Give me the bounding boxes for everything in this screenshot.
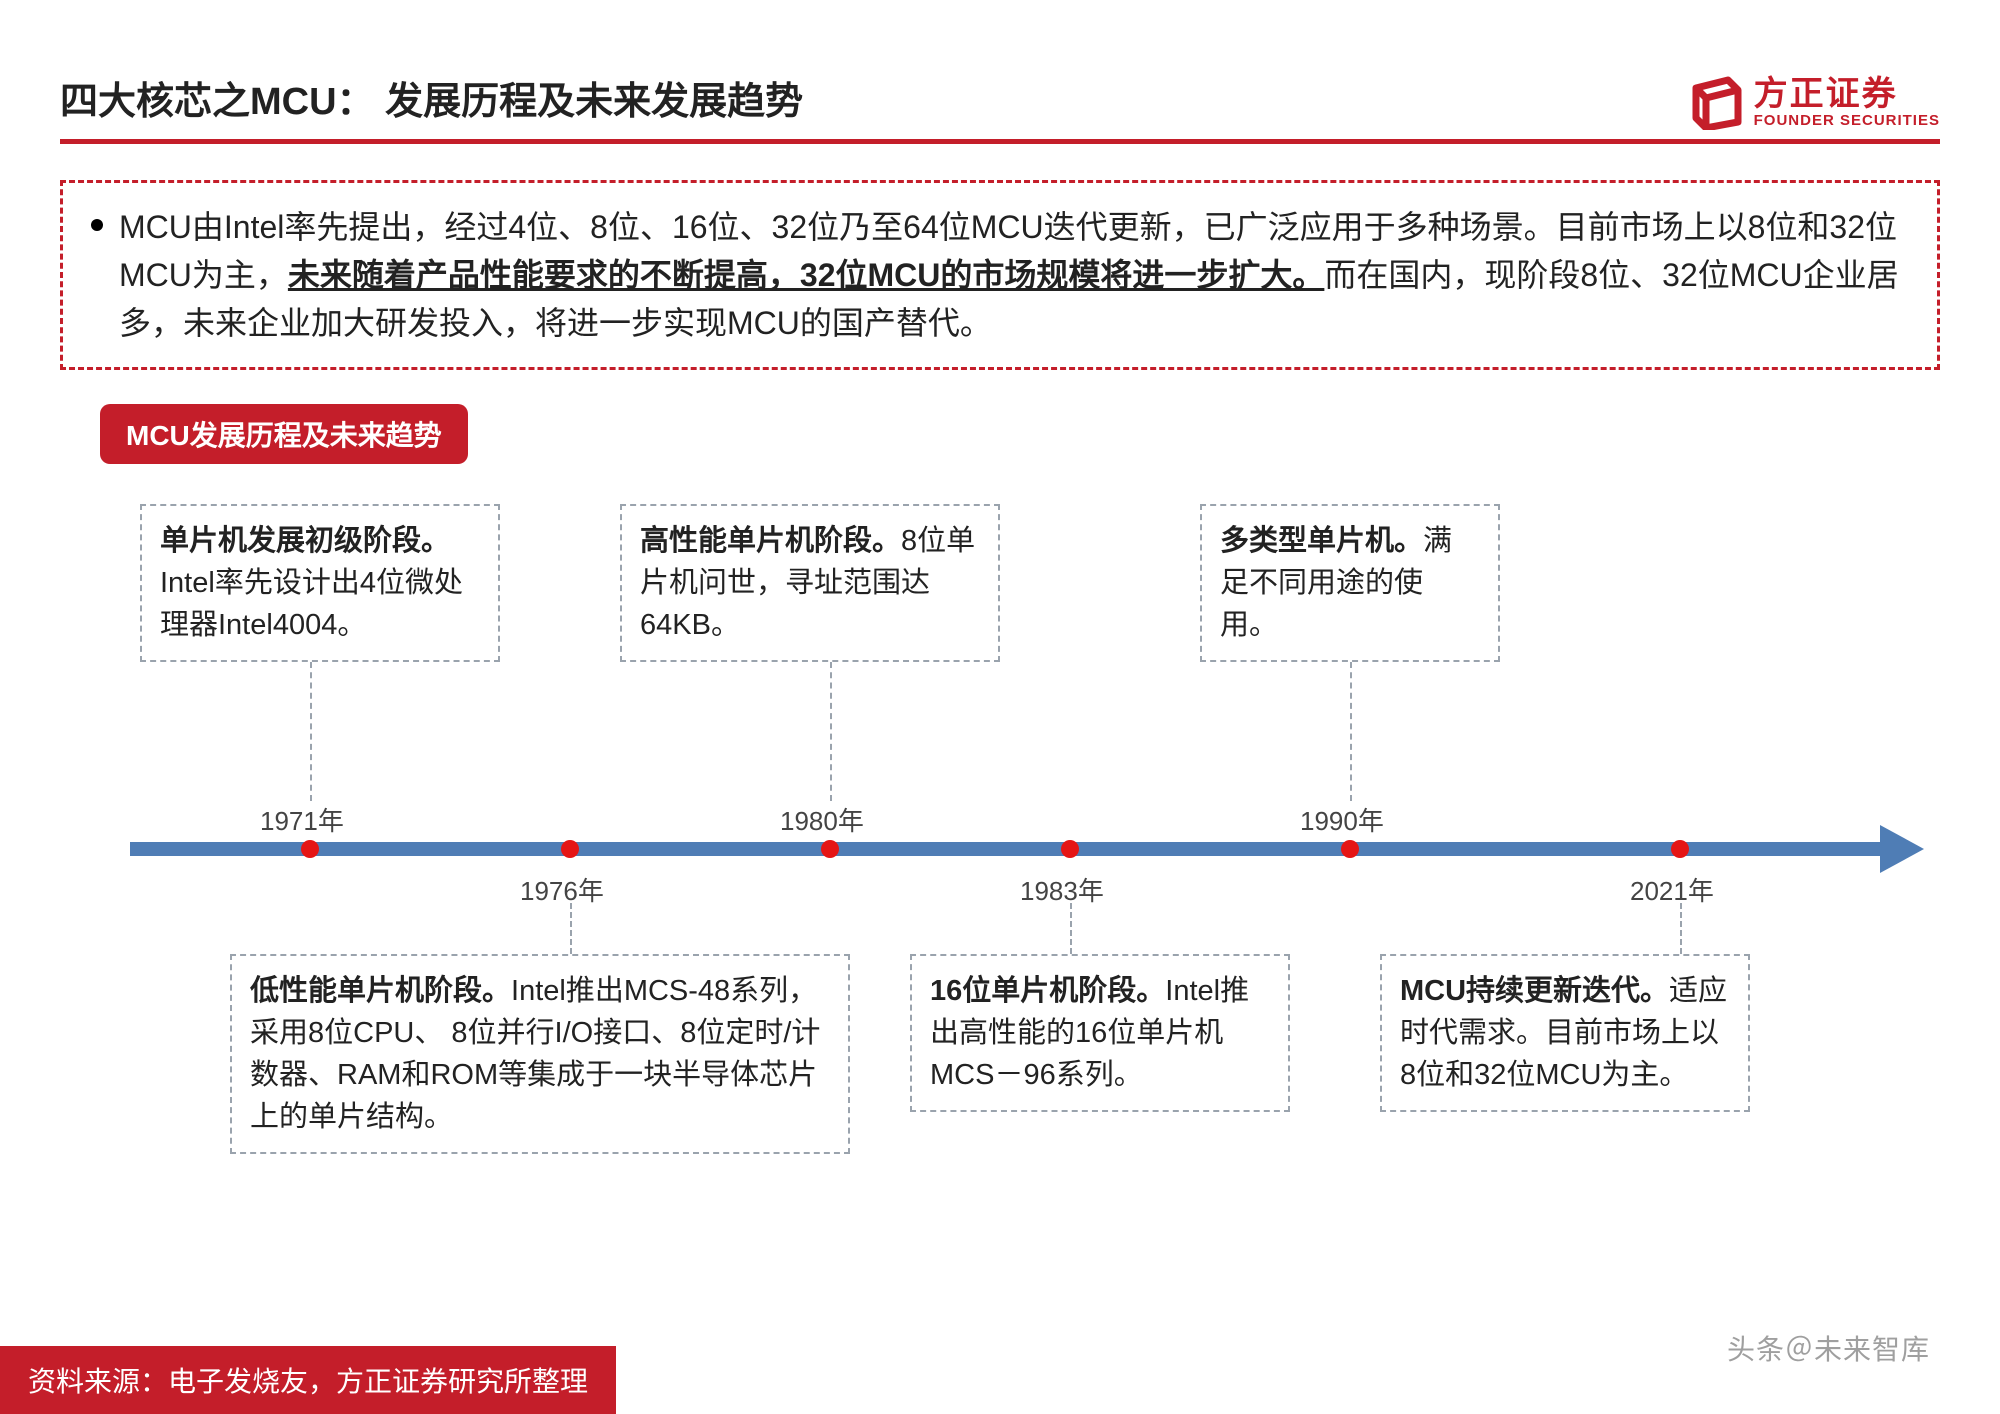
timeline-diagram: 1971年 单片机发展初级阶段。 Intel率先设计出4位微处理器Intel4004… — [60, 504, 1940, 1264]
brand-logo-cn: 方正证券 — [1754, 77, 1940, 113]
summary-callout: MCU由Intel率先提出，经过4位、8位、16位、32位乃至64位MCU迭代更… — [60, 180, 1940, 370]
timeline-box-lead: 高性能单片机阶段。 — [640, 525, 901, 557]
timeline-dot — [301, 840, 319, 858]
timeline-year: 1990年 — [1300, 801, 1384, 838]
timeline-connector — [570, 903, 572, 954]
timeline-year: 1983年 — [1020, 871, 1104, 908]
timeline-year: 2021年 — [1630, 871, 1714, 908]
timeline-year: 1976年 — [520, 871, 604, 908]
section-badge: MCU发展历程及未来趋势 — [100, 404, 468, 464]
timeline-dot — [561, 840, 579, 858]
brand-logo: 方正证券 FOUNDER SECURITIES — [1690, 76, 1940, 130]
timeline-dot — [1061, 840, 1079, 858]
summary-text: MCU由Intel率先提出，经过4位、8位、16位、32位乃至64位MCU迭代更… — [119, 203, 1909, 347]
bullet-icon — [91, 219, 103, 231]
timeline-box: 单片机发展初级阶段。 Intel率先设计出4位微处理器Intel4004。 — [140, 504, 500, 662]
timeline-box: 多类型单片机。满足不同用途的使用。 — [1200, 504, 1500, 662]
timeline-box-lead: 多类型单片机。 — [1220, 525, 1423, 557]
brand-logo-text: 方正证券 FOUNDER SECURITIES — [1754, 77, 1940, 128]
page-title: 四大核芯之MCU： 发展历程及未来发展趋势 — [60, 70, 803, 139]
summary-bold: 未来随着产品性能要求的不断提高，32位MCU的市场规模将进一步扩大。 — [288, 257, 1324, 293]
timeline-box-lead: 单片机发展初级阶段。 — [160, 525, 450, 557]
timeline-box: 16位单片机阶段。Intel推出高性能的16位单片机MCS－96系列。 — [910, 954, 1290, 1112]
timeline-connector — [1070, 903, 1072, 954]
timeline-dot — [1341, 840, 1359, 858]
footer-source: 资料来源：电子发烧友，方正证券研究所整理 — [0, 1346, 616, 1414]
timeline-axis — [130, 842, 1880, 856]
watermark: 头条＠未来智库 — [1727, 1328, 1930, 1368]
timeline-box-body: Intel率先设计出4位微处理器Intel4004。 — [160, 567, 463, 641]
brand-logo-en: FOUNDER SECURITIES — [1754, 113, 1940, 129]
timeline-year: 1980年 — [780, 801, 864, 838]
timeline-box-lead: 16位单片机阶段。 — [930, 975, 1165, 1007]
timeline-box-lead: 低性能单片机阶段。 — [250, 975, 511, 1007]
timeline-connector — [1680, 903, 1682, 954]
title-underline — [60, 139, 1940, 144]
timeline-connector — [1350, 662, 1352, 801]
slide-root: 四大核芯之MCU： 发展历程及未来发展趋势 方正证券 FOUNDER SECUR… — [0, 0, 2000, 1414]
timeline-connector — [310, 662, 312, 801]
timeline-year: 1971年 — [260, 801, 344, 838]
timeline-box-lead: MCU持续更新迭代。 — [1400, 975, 1669, 1007]
timeline-box: 低性能单片机阶段。Intel推出MCS-48系列，采用8位CPU、 8位并行I/… — [230, 954, 850, 1154]
timeline-dot — [1671, 840, 1689, 858]
timeline-arrowhead-icon — [1880, 825, 1924, 873]
timeline-box: MCU持续更新迭代。适应时代需求。目前市场上以8位和32位MCU为主。 — [1380, 954, 1750, 1112]
timeline-box: 高性能单片机阶段。8位单片机问世，寻址范围达64KB。 — [620, 504, 1000, 662]
header: 四大核芯之MCU： 发展历程及未来发展趋势 方正证券 FOUNDER SECUR… — [60, 70, 1940, 139]
timeline-dot — [821, 840, 839, 858]
founder-logo-icon — [1690, 76, 1744, 130]
timeline-connector — [830, 662, 832, 801]
